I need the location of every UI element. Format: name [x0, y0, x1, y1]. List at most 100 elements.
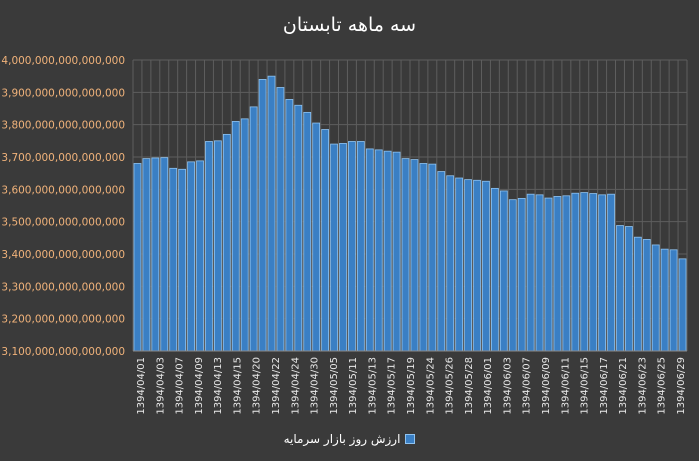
x-tick-label: 1394/05/26 [445, 357, 456, 415]
bar [455, 177, 464, 352]
x-tick-label: 1394/06/01 [483, 357, 494, 415]
x-tick-label: 1394/04/13 [213, 357, 224, 415]
x-tick-label: 1394/04/30 [310, 357, 321, 415]
bar [678, 258, 687, 352]
x-tick-label: 1394/05/28 [464, 357, 475, 415]
bar [633, 236, 642, 352]
bar [348, 141, 356, 352]
bar [187, 161, 195, 352]
bar [625, 226, 633, 352]
bar [321, 129, 329, 352]
bar [258, 79, 267, 352]
bar [526, 193, 535, 352]
bar [222, 133, 231, 352]
bar [151, 157, 160, 352]
bar [589, 193, 598, 352]
bar [660, 248, 669, 352]
x-tick-label: 1394/05/11 [348, 357, 359, 415]
y-tick-label: 3,600,000,000,000,000 [1, 184, 125, 196]
x-tick-label: 1394/06/21 [618, 357, 629, 415]
bar [133, 163, 142, 352]
bar [339, 143, 347, 352]
bar [205, 141, 213, 352]
x-tick-label: 1394/06/09 [541, 357, 552, 415]
bar [419, 163, 428, 352]
bar [303, 111, 312, 352]
bar [437, 171, 446, 352]
bar [267, 75, 276, 352]
bar [249, 106, 258, 352]
bar [401, 158, 410, 352]
bar [160, 157, 169, 352]
bar [169, 167, 178, 352]
bar [616, 225, 624, 352]
legend-swatch [405, 434, 416, 444]
bar [562, 195, 571, 352]
y-tick-label: 3,900,000,000,000,000 [1, 87, 125, 99]
bar [312, 122, 321, 352]
x-tick-label: 1394/04/03 [155, 357, 166, 415]
bar [535, 194, 544, 352]
bar [231, 121, 240, 352]
x-tick-label: 1394/04/01 [136, 357, 147, 415]
bar [571, 192, 580, 352]
bar [285, 99, 294, 352]
bar [383, 150, 392, 352]
y-tick-label: 3,700,000,000,000,000 [1, 152, 125, 164]
y-tick-label: 4,000,000,000,000,000 [1, 55, 125, 67]
bar [508, 199, 517, 352]
y-tick-label: 3,400,000,000,000,000 [1, 249, 125, 261]
x-tick-label: 1394/05/19 [406, 357, 417, 415]
x-tick-label: 1394/05/05 [329, 357, 340, 415]
x-tick-label: 1394/06/23 [637, 357, 648, 415]
bar [276, 87, 285, 352]
bar [517, 197, 526, 352]
bar [553, 196, 562, 352]
x-tick-label: 1394/05/13 [367, 357, 378, 415]
bar [544, 197, 553, 352]
bar [356, 141, 365, 352]
x-tick-label: 1394/06/07 [522, 357, 533, 415]
x-tick-label: 1394/04/09 [194, 357, 205, 415]
bar [240, 118, 249, 352]
x-tick-label: 1394/04/15 [232, 357, 243, 415]
bar [473, 179, 481, 352]
x-tick-label: 1394/06/17 [599, 357, 610, 415]
bar [499, 190, 508, 352]
x-tick-label: 1394/06/11 [560, 357, 571, 415]
bar [482, 180, 490, 352]
bar [410, 159, 419, 352]
bar [428, 163, 437, 352]
bar [142, 158, 151, 352]
x-tick-label: 1394/05/24 [425, 357, 436, 415]
bar [294, 104, 303, 352]
x-tick-label: 1394/04/22 [271, 357, 282, 415]
bar [642, 239, 651, 352]
x-tick-label: 1394/06/29 [676, 357, 687, 415]
x-tick-label: 1394/04/24 [290, 357, 301, 415]
bar [464, 179, 472, 352]
bar [392, 151, 401, 352]
bar [214, 140, 222, 352]
y-tick-label: 3,500,000,000,000,000 [1, 217, 125, 229]
x-tick-label: 1394/06/03 [502, 357, 513, 415]
x-tick-label: 1394/04/07 [175, 357, 186, 415]
bar [669, 249, 678, 352]
y-tick-label: 3,200,000,000,000,000 [1, 314, 125, 326]
bar [491, 187, 499, 352]
x-tick-label: 1394/05/17 [387, 357, 398, 415]
bar [598, 194, 606, 352]
bar [178, 168, 187, 352]
bar [446, 175, 455, 352]
chart-title: سه ماهه تابستان [282, 14, 417, 36]
x-tick-label: 1394/06/15 [580, 357, 591, 415]
y-tick-label: 3,300,000,000,000,000 [1, 281, 125, 293]
legend: ارزش روز بازار سرمایه [0, 432, 699, 447]
bar [374, 149, 383, 352]
x-tick-label: 1394/04/20 [252, 357, 263, 415]
y-tick-label: 3,100,000,000,000,000 [1, 346, 125, 358]
bar [330, 143, 338, 352]
bar [651, 244, 660, 352]
